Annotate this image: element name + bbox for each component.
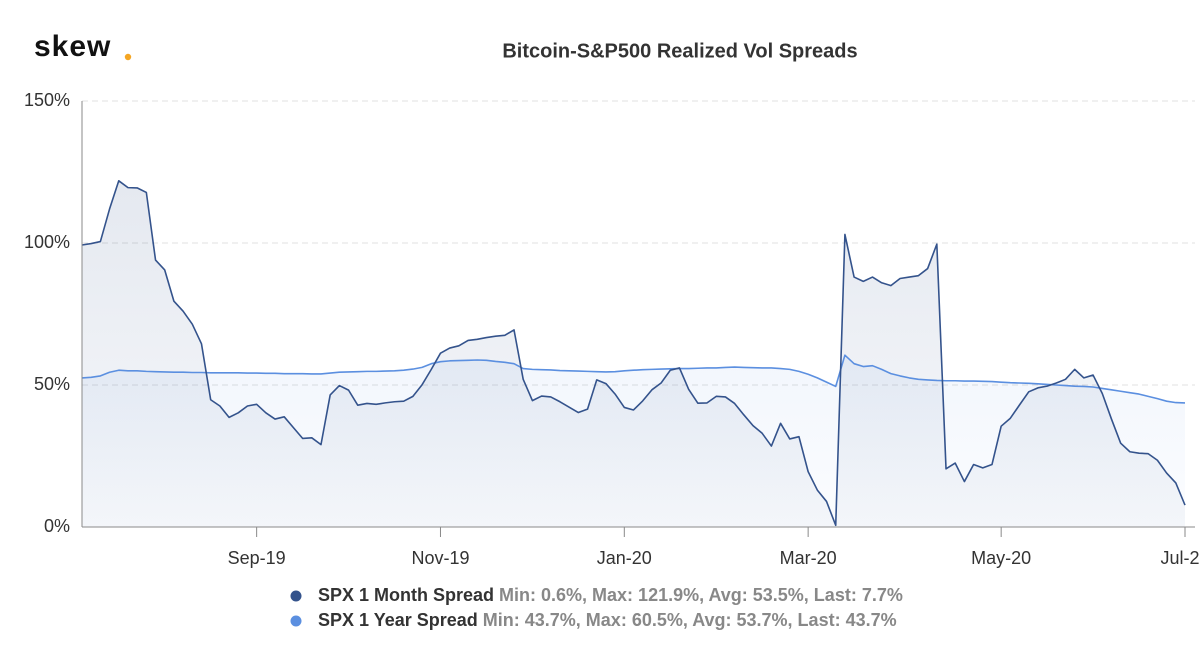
x-tick-label: May-20 <box>971 548 1031 568</box>
chart-title: Bitcoin-S&P500 Realized Vol Spreads <box>502 40 857 62</box>
legend: SPX 1 Month Spread Min: 0.6%, Max: 121.9%… <box>290 585 903 630</box>
series-line <box>81 354 1186 404</box>
series-line <box>81 180 1186 527</box>
legend-entry: SPX 1 Year Spread Min: 43.7%, Max: 60.5%,… <box>318 610 897 630</box>
x-tick-label: Nov-19 <box>411 548 469 568</box>
y-tick-label: 0% <box>44 516 70 536</box>
x-tick-label: Sep-19 <box>228 548 286 568</box>
series-area <box>82 180 1185 528</box>
legend-name: SPX 1 Month Spread <box>318 585 494 605</box>
x-tick-label: Jan-20 <box>597 548 652 568</box>
logo-dot <box>124 53 132 61</box>
x-tick-label: Mar-20 <box>780 548 837 568</box>
legend-name: SPX 1 Year Spread <box>318 610 478 630</box>
legend-entry: SPX 1 Month Spread Min: 0.6%, Max: 121.9%… <box>318 585 903 605</box>
legend-summary: Min: 0.6%, Max: 121.9%, Avg: 53.5%, Last… <box>499 585 903 605</box>
logo: skew <box>34 30 111 63</box>
legend-marker <box>290 615 302 627</box>
x-tick-label: Jul-20 <box>1160 548 1200 568</box>
lines <box>81 180 1186 527</box>
y-tick-label: 100% <box>24 232 70 252</box>
legend-marker <box>290 590 302 602</box>
legend-summary: Min: 43.7%, Max: 60.5%, Avg: 53.7%, Last… <box>483 610 897 630</box>
areas <box>82 180 1185 528</box>
y-tick-label: 150% <box>24 90 70 110</box>
axes: 0% 50% 100% 150% Sep-19 Nov-19 Jan-20 Mar-20 May… <box>24 90 1200 568</box>
y-tick-label: 50% <box>34 374 70 394</box>
